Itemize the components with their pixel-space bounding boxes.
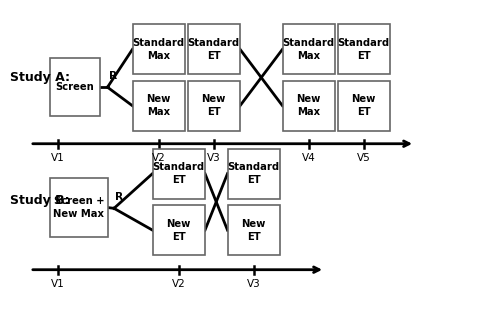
Text: Standard
ET: Standard ET xyxy=(228,162,280,185)
Text: Standard
ET: Standard ET xyxy=(338,38,390,61)
Text: Screen: Screen xyxy=(56,82,94,92)
Text: New
ET: New ET xyxy=(352,94,376,117)
Bar xyxy=(282,81,335,131)
Bar xyxy=(132,81,185,131)
Bar xyxy=(282,24,335,74)
Bar xyxy=(152,149,205,199)
Text: R: R xyxy=(109,71,117,80)
Text: Standard
Max: Standard Max xyxy=(132,38,185,61)
Text: V4: V4 xyxy=(302,153,316,163)
Text: V2: V2 xyxy=(172,279,186,289)
Text: Study B:: Study B: xyxy=(10,194,70,207)
Text: R: R xyxy=(116,192,124,202)
Bar xyxy=(132,24,185,74)
Text: New
Max: New Max xyxy=(146,94,171,117)
Text: Standard
Max: Standard Max xyxy=(282,38,335,61)
Bar xyxy=(338,24,390,74)
Text: Standard
ET: Standard ET xyxy=(188,38,240,61)
Bar xyxy=(188,24,240,74)
Text: New
Max: New Max xyxy=(296,94,321,117)
Text: V1: V1 xyxy=(50,279,64,289)
Bar xyxy=(228,205,280,255)
Text: V5: V5 xyxy=(357,153,371,163)
Bar xyxy=(338,81,390,131)
Bar xyxy=(152,205,205,255)
Text: New
ET: New ET xyxy=(166,219,191,242)
Text: V3: V3 xyxy=(247,279,261,289)
Text: Screen +
New Max: Screen + New Max xyxy=(53,196,104,219)
Bar xyxy=(228,149,280,199)
Text: V3: V3 xyxy=(207,153,221,163)
Text: Standard
ET: Standard ET xyxy=(152,162,205,185)
Text: Study A:: Study A: xyxy=(10,71,70,84)
Bar xyxy=(50,58,100,116)
Text: New
ET: New ET xyxy=(242,219,266,242)
Bar xyxy=(50,178,108,237)
Text: V2: V2 xyxy=(152,153,166,163)
Bar xyxy=(188,81,240,131)
Text: New
ET: New ET xyxy=(202,94,226,117)
Text: V1: V1 xyxy=(50,153,64,163)
